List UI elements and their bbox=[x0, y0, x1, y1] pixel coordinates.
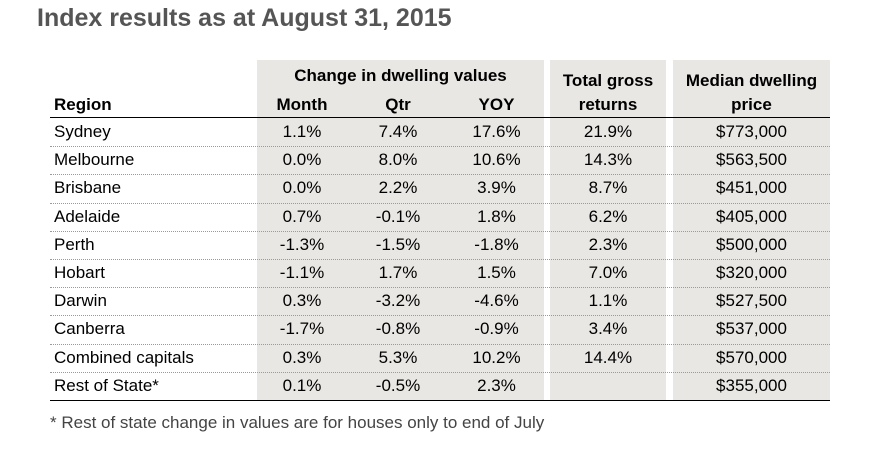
cell-median: $537,000 bbox=[716, 319, 787, 339]
row-divider bbox=[50, 343, 830, 345]
row-divider bbox=[50, 146, 830, 148]
row-divider bbox=[50, 287, 830, 289]
cell-yoy: 3.9% bbox=[477, 178, 516, 198]
cell-yoy: 17.6% bbox=[472, 122, 521, 141]
header-total-gross-line2: returns bbox=[578, 95, 638, 114]
row-divider bbox=[50, 315, 830, 317]
cell-region: Perth bbox=[54, 234, 95, 254]
cell-yoy: -1.8% bbox=[474, 234, 519, 254]
row-divider bbox=[50, 202, 830, 204]
page-title: Index results as at August 31, 2015 bbox=[37, 4, 452, 32]
cell-median: $773,000 bbox=[716, 122, 787, 141]
cell-median: $355,000 bbox=[716, 375, 787, 395]
cell-yoy: 1.8% bbox=[477, 206, 516, 226]
cell-month: 0.0% bbox=[282, 150, 322, 170]
cell-region: Brisbane bbox=[54, 178, 122, 198]
cell-region: Melbourne bbox=[54, 150, 135, 170]
cell-month: 0.3% bbox=[282, 347, 322, 367]
cell-total: 21.9% bbox=[583, 122, 633, 141]
cell-qtr: 7.4% bbox=[378, 122, 418, 141]
header-yoy: YOY bbox=[478, 95, 515, 114]
cell-month: -1.3% bbox=[279, 234, 325, 254]
cell-region: Combined capitals bbox=[54, 347, 194, 367]
header-region: Region bbox=[54, 95, 112, 114]
cell-total: 1.1% bbox=[588, 291, 628, 311]
cell-qtr: -3.2% bbox=[375, 291, 421, 311]
cell-total: 3.4% bbox=[588, 319, 628, 339]
cell-median: $405,000 bbox=[716, 206, 787, 226]
cell-total: 14.4% bbox=[583, 347, 633, 367]
cell-month: 0.1% bbox=[282, 375, 322, 395]
cell-qtr: 8.0% bbox=[378, 150, 418, 170]
header-median-line2: price bbox=[731, 95, 772, 114]
cell-region: Canberra bbox=[54, 319, 125, 339]
cell-total: 2.3% bbox=[588, 234, 628, 254]
cell-median: $527,500 bbox=[716, 291, 787, 311]
cell-total: 6.2% bbox=[588, 206, 628, 226]
cell-total: 8.7% bbox=[588, 178, 628, 198]
header-rule bbox=[50, 117, 830, 118]
cell-month: -1.7% bbox=[279, 319, 325, 339]
cell-median: $563,500 bbox=[716, 150, 787, 170]
cell-region: Sydney bbox=[54, 122, 111, 141]
cell-month: 0.0% bbox=[282, 178, 322, 198]
cell-month: -1.1% bbox=[279, 263, 325, 282]
cell-yoy: 2.3% bbox=[477, 375, 516, 395]
cell-yoy: 1.5% bbox=[477, 263, 516, 282]
cell-yoy: 10.2% bbox=[472, 347, 521, 367]
cell-qtr: 5.3% bbox=[378, 347, 418, 367]
cell-region: Hobart bbox=[54, 263, 106, 282]
cell-yoy: -0.9% bbox=[474, 319, 519, 339]
cell-qtr: 1.7% bbox=[378, 263, 418, 282]
cell-region: Rest of State* bbox=[54, 375, 159, 395]
cell-qtr: -0.1% bbox=[375, 206, 421, 226]
cell-median: $320,000 bbox=[716, 263, 787, 282]
cell-region: Darwin bbox=[54, 291, 107, 311]
row-divider bbox=[50, 230, 830, 232]
row-divider bbox=[50, 259, 830, 260]
median-price-shade bbox=[673, 60, 830, 400]
row-divider bbox=[50, 174, 830, 176]
cell-month: 1.1% bbox=[282, 122, 322, 141]
cell-median: $451,000 bbox=[716, 178, 787, 198]
header-month: Month bbox=[276, 95, 328, 114]
cell-yoy: 10.6% bbox=[472, 150, 521, 170]
header-qtr: Qtr bbox=[385, 95, 411, 114]
row-divider bbox=[50, 371, 830, 373]
header-change-in-dwelling-values: Change in dwelling values bbox=[294, 66, 507, 85]
cell-region: Adelaide bbox=[54, 206, 121, 226]
cell-qtr: -0.8% bbox=[375, 319, 421, 339]
cell-month: 0.7% bbox=[282, 206, 322, 226]
bottom-rule bbox=[50, 400, 830, 401]
cell-total: 14.3% bbox=[583, 150, 633, 170]
cell-qtr: -1.5% bbox=[375, 234, 421, 254]
cell-median: $570,000 bbox=[716, 347, 787, 367]
cell-month: 0.3% bbox=[282, 291, 322, 311]
change-values-shade bbox=[257, 60, 544, 400]
total-returns-shade bbox=[550, 60, 666, 400]
cell-median: $500,000 bbox=[716, 234, 787, 254]
footnote: * Rest of state change in values are for… bbox=[50, 413, 545, 432]
header-total-gross-line1: Total gross bbox=[562, 71, 654, 90]
cell-yoy: -4.6% bbox=[474, 291, 519, 311]
cell-qtr: 2.2% bbox=[378, 178, 418, 198]
cell-total: 7.0% bbox=[588, 263, 628, 282]
cell-qtr: -0.5% bbox=[375, 375, 421, 395]
header-median-line1: Median dwelling bbox=[685, 71, 818, 90]
